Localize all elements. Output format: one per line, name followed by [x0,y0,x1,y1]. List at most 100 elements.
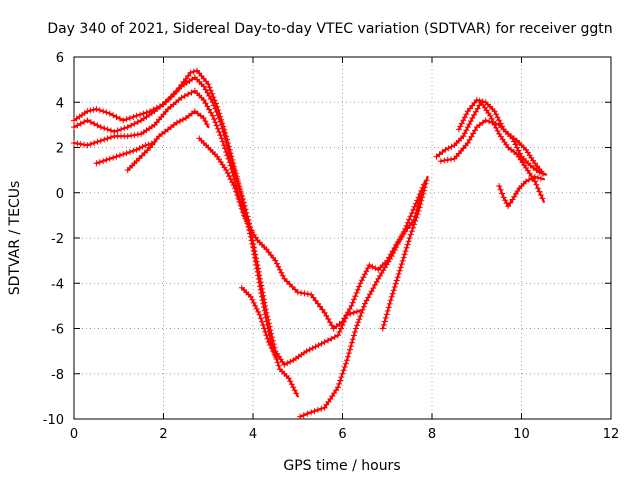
data-point [214,112,221,119]
data-point [314,406,321,413]
data-point [486,118,493,125]
data-point [87,107,94,114]
data-point [93,106,100,112]
data-point [469,115,476,122]
data-point [200,97,207,103]
data-point [339,318,346,325]
data-point [250,241,257,248]
data-point [121,125,128,132]
x-tick-label: 0 [70,427,78,442]
data-point [77,141,84,148]
data-point [421,184,428,191]
data-point [217,132,224,139]
data-point [228,166,235,172]
data-point [387,297,394,304]
data-point [251,248,258,255]
data-point [411,221,418,228]
data-point [71,124,77,131]
data-point [389,290,396,297]
data-point [318,405,325,412]
data-point [534,185,541,192]
data-point [126,149,133,155]
data-point [202,100,209,107]
data-point [217,118,224,125]
data-point [254,262,261,269]
data-point [353,289,360,296]
data-point [403,222,410,229]
data-point [335,384,341,391]
data-point [204,89,211,96]
data-point [213,108,220,115]
data-point [141,149,148,156]
series-sat-b [71,74,362,368]
data-point [533,181,540,188]
data-point [293,390,300,397]
data-point [270,341,277,348]
data-point [404,219,411,226]
data-point [207,109,214,116]
data-point [414,211,421,218]
data-point [388,293,395,300]
data-point [260,292,267,299]
data-point [206,106,213,113]
data-point [400,229,407,235]
y-tick-label: 2 [56,142,64,157]
data-point [203,121,210,128]
series-sat-j [433,99,546,203]
data-point [204,103,211,110]
data-point [258,285,265,292]
data-point [352,293,359,300]
data-point [269,337,276,344]
data-point [165,97,171,103]
y-tick-label: -2 [51,232,64,247]
data-point [536,169,543,176]
data-point [123,150,130,157]
data-point [133,112,140,119]
data-point [340,367,347,374]
data-point [130,114,137,120]
data-point [472,127,478,134]
data-point [394,274,401,281]
series-sat-c [71,87,426,332]
data-point [94,138,101,145]
data-point [354,308,360,315]
data-point [349,299,356,306]
data-point [235,195,242,202]
data-point [539,195,546,202]
data-point [361,300,368,307]
data-point [325,337,331,344]
data-point [114,127,121,134]
data-point [107,134,114,141]
data-point [187,69,194,76]
data-point [496,183,503,189]
data-point [537,175,544,182]
data-point [327,319,333,326]
series-sat-g [238,284,280,362]
data-point [262,302,269,309]
data-point [325,316,332,322]
data-point [354,286,361,293]
data-point [258,282,265,289]
data-point [229,169,236,176]
data-point [350,309,357,316]
data-point [134,119,141,125]
data-point [417,201,424,208]
data-point [407,213,414,220]
data-point [336,328,343,335]
data-point [185,91,192,98]
data-point [205,81,212,88]
data-point [406,216,413,223]
series-line [439,119,545,176]
data-point [364,265,371,272]
data-point [335,332,341,339]
data-point [275,362,282,369]
data-point [232,185,239,192]
y-tick-label: -6 [51,323,64,338]
data-point [408,210,415,217]
data-point [181,93,188,99]
data-point [331,334,338,340]
data-point [294,289,301,296]
data-point [260,322,267,329]
y-tick-label: 4 [56,96,64,111]
data-point [346,306,353,312]
